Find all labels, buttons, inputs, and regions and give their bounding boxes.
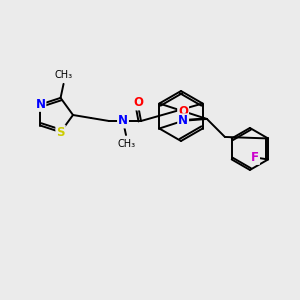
Text: N: N: [35, 98, 45, 111]
Text: S: S: [56, 126, 65, 139]
Text: N: N: [178, 114, 188, 127]
Text: CH₃: CH₃: [55, 70, 73, 80]
Text: N: N: [118, 115, 128, 128]
Text: CH₃: CH₃: [118, 139, 136, 149]
Text: O: O: [178, 105, 188, 118]
Text: F: F: [251, 151, 259, 164]
Text: O: O: [133, 97, 143, 110]
